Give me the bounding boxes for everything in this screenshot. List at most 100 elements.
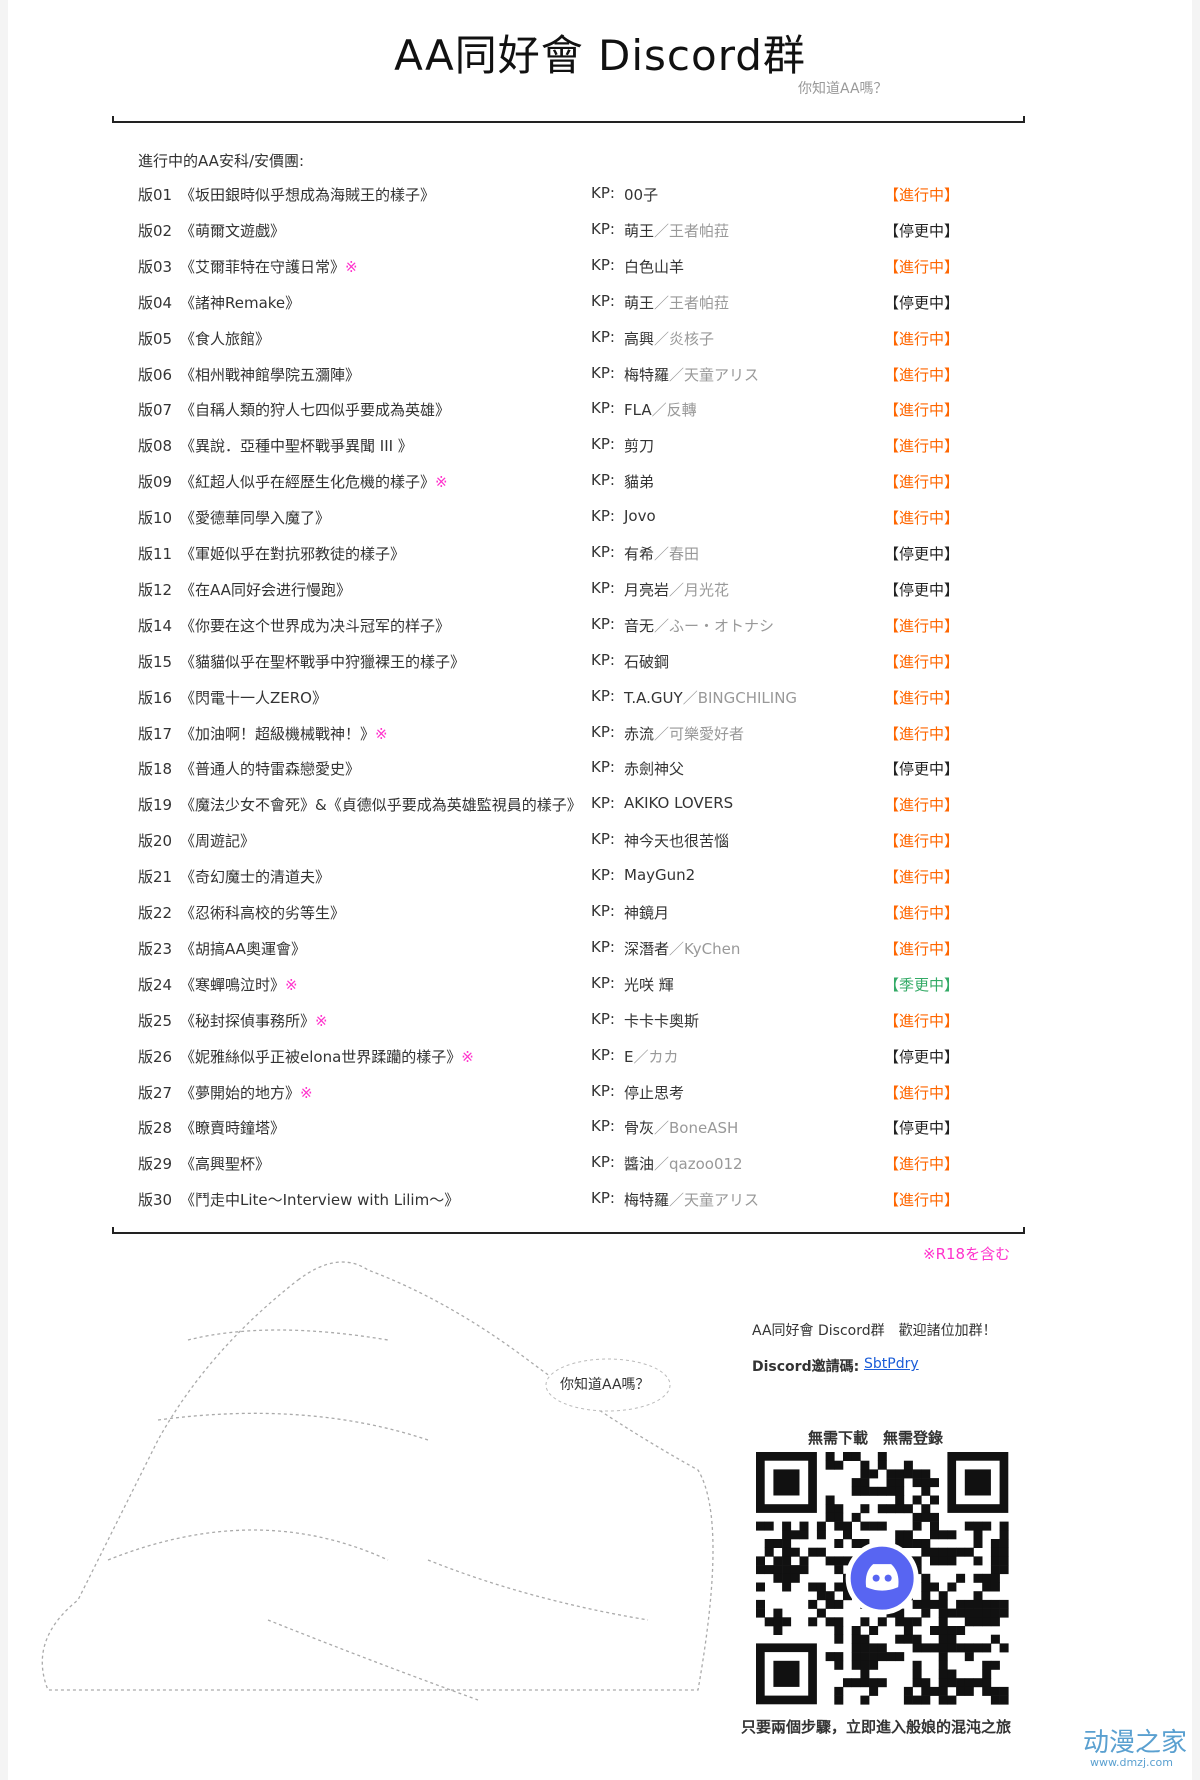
invite-link[interactable]: SbtPdry [864, 1356, 919, 1372]
row-number: 版18 [138, 760, 173, 779]
decor [41, 116, 1025, 1705]
qr-cell [964, 1678, 974, 1688]
qr-cell [982, 1678, 992, 1688]
kp-label: KP: [591, 794, 615, 813]
qr-cell [930, 1495, 939, 1505]
qr-cell [912, 1660, 922, 1670]
row-status: 【停更中】 [884, 1047, 960, 1066]
kp-alt: ／カカ [633, 1047, 679, 1066]
qr-cell [930, 1626, 939, 1635]
kp-label: KP: [591, 363, 615, 382]
qr-cell [782, 1521, 792, 1531]
qr-cell [782, 1573, 792, 1583]
qr-cell [912, 1556, 922, 1566]
qr-cell [860, 1521, 870, 1531]
qr-cell [930, 1478, 939, 1488]
kp-name: 赤劍神父 [624, 760, 685, 779]
qr-cell [921, 1599, 931, 1609]
page-body: AA同好會 Discord群 你知道AA嗎？ 進行中的AA安科/安價團: 版01… [8, 0, 1192, 1780]
qr-cell [947, 1582, 957, 1592]
qr-cell [999, 1608, 1009, 1618]
qr-cell [895, 1469, 905, 1479]
qr-cell [895, 1530, 905, 1540]
qr-cell [808, 1599, 818, 1609]
row-title: 《萌爾文遊戲》 [180, 221, 286, 240]
row-title: 《夢開始的地方》※ [180, 1083, 313, 1102]
qr-cell [964, 1652, 974, 1662]
kp-label: KP: [591, 543, 615, 561]
kp-label: KP: [591, 1189, 615, 1208]
qr-cell [947, 1626, 957, 1635]
qr-cell [982, 1686, 992, 1696]
kp-alt: ／BoneASH [654, 1119, 739, 1138]
qr-cell [912, 1599, 922, 1609]
title: AA同好會 Discord群 [394, 31, 806, 80]
row-title: 《諸神Remake》 [180, 293, 301, 312]
qr-cell [843, 1521, 852, 1531]
kp-name: 赤流／可樂愛好者 [624, 724, 745, 743]
kp-label: KP: [591, 219, 615, 238]
qr-cell [990, 1660, 1000, 1670]
qr-cell [834, 1695, 844, 1705]
row-status: 【停更中】 [884, 221, 960, 240]
qr-cell [782, 1556, 792, 1566]
r18-mark: ※ [315, 1011, 328, 1030]
qr-cell [756, 1565, 765, 1575]
qr-cell [834, 1626, 844, 1635]
qr-cell [938, 1652, 948, 1662]
qr-cell [877, 1460, 887, 1470]
qr-cell [903, 1539, 913, 1548]
bottom-caption: 只要兩個步驟，立即進入般娘的混沌之旅 [741, 1718, 1012, 1736]
row-title: 《高興聖杯》 [180, 1155, 271, 1174]
qr-cell [990, 1617, 1000, 1627]
kp-alt: ／春田 [654, 545, 700, 563]
qr-cell [816, 1547, 826, 1557]
row-status: 【停更中】 [884, 1119, 960, 1138]
qr-cell [912, 1512, 922, 1522]
row-status: 【停更中】 [884, 545, 960, 563]
qr-cell [973, 1643, 983, 1653]
qr-cell [860, 1669, 870, 1679]
kp-name: T.A.GUY／BINGCHILING [624, 688, 798, 707]
qr-cell [903, 1626, 913, 1635]
qr-cell [947, 1678, 957, 1688]
row-number: 版06 [138, 365, 173, 384]
row-status: 【進行中】 [884, 1011, 960, 1030]
kp-label: KP: [591, 255, 615, 274]
qr-cell [912, 1678, 922, 1688]
kp-label: KP: [591, 1009, 615, 1028]
row-number: 版09 [138, 473, 173, 492]
qr-cell [869, 1643, 879, 1653]
r18-mark: ※ [300, 1083, 313, 1102]
qr-cell [877, 1643, 887, 1653]
qr-cell [790, 1530, 800, 1540]
row-title: 《普通人的特雷森戀愛史》 [180, 760, 361, 779]
qr-cell [912, 1495, 922, 1505]
qr-cell [816, 1521, 826, 1531]
row-number: 版30 [138, 1191, 173, 1210]
row-status: 【停更中】 [884, 580, 960, 599]
qr-cell [886, 1469, 896, 1479]
row-status: 【進行中】 [884, 509, 960, 528]
kp-label: KP: [591, 614, 615, 633]
row-number: 版16 [138, 688, 173, 707]
qr-cell [999, 1565, 1009, 1575]
speech-bubble [545, 1358, 671, 1412]
qr-cell [851, 1539, 861, 1548]
qr-cell [912, 1669, 922, 1679]
qr-cell [782, 1539, 792, 1548]
row-number: 版07 [138, 401, 173, 420]
qr-cell [990, 1608, 1000, 1618]
kp-name: 00子 [624, 186, 659, 204]
qr-cell [834, 1521, 844, 1531]
row-status: 【進行中】 [884, 904, 960, 922]
qr-cell [956, 1643, 966, 1653]
qr-cell [947, 1530, 957, 1540]
qr-cell [973, 1608, 983, 1618]
qr-cell [938, 1608, 948, 1618]
qr-cell [973, 1530, 983, 1540]
qr-cell [869, 1660, 879, 1670]
qr-cell [999, 1521, 1009, 1531]
row-status: 【停更中】 [884, 760, 960, 779]
qr-cell [773, 1660, 800, 1687]
